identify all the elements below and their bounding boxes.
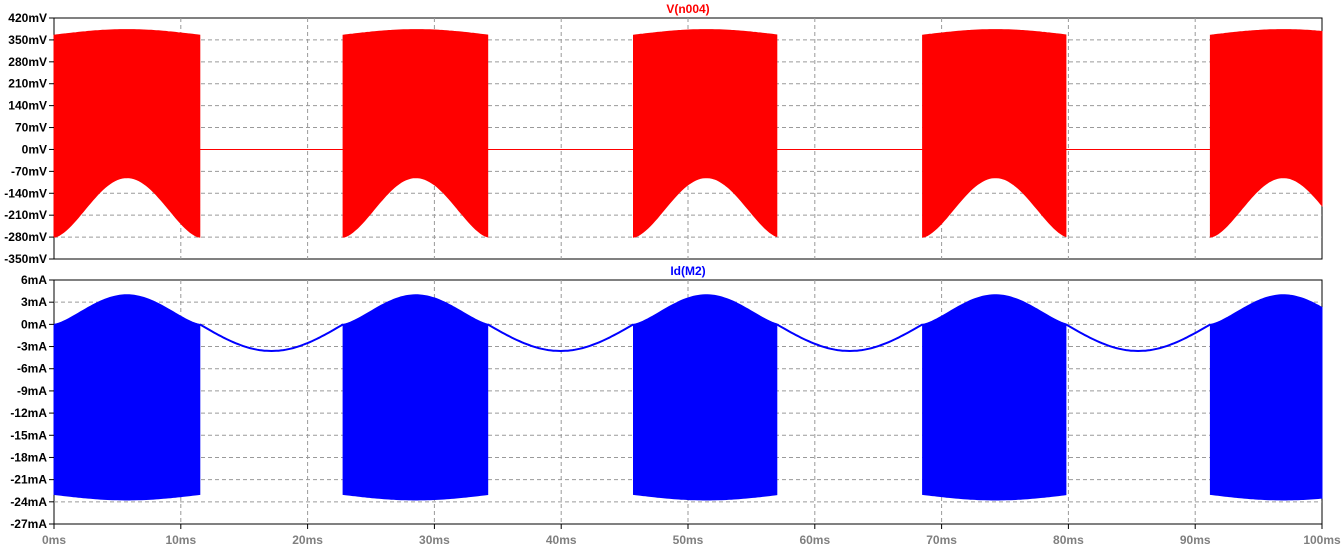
y-tick-label: -3mA	[17, 340, 47, 354]
y-tick-label: -21mA	[10, 473, 47, 487]
y-tick-label: 140mV	[8, 99, 47, 113]
voltage-trace	[53, 29, 1323, 238]
y-tick-label: 210mV	[8, 77, 47, 91]
y-tick-label: 0mV	[22, 142, 47, 156]
voltage-burst	[1209, 29, 1323, 238]
x-tick-label: 40ms	[546, 533, 577, 547]
y-tick-label: 350mV	[8, 33, 47, 47]
y-tick-label: 6mA	[21, 273, 47, 287]
y-tick-label: 420mV	[8, 11, 47, 25]
current-trace	[53, 294, 1323, 501]
x-tick-label: 0ms	[42, 533, 66, 547]
y-tick-label: -350mV	[4, 252, 47, 266]
current-off-segment	[199, 323, 344, 353]
x-tick-label: 100ms	[1303, 533, 1341, 547]
voltage-burst	[53, 29, 201, 238]
x-tick-label: 10ms	[165, 533, 196, 547]
current-pane: 6mA 3mA 0mA -3mA -6mA -9mA -12mA -15mA -18mA -21m…	[10, 264, 1323, 531]
voltage-pane: 420mV 350mV 280mV 210mV 140mV 70mV 0mV -70mV -14…	[4, 2, 1323, 266]
current-y-axis: 6mA 3mA 0mA -3mA -6mA -9mA -12mA -15mA -18mA -21m…	[10, 273, 54, 531]
y-tick-label: -27mA	[10, 517, 47, 531]
x-tick-label: 90ms	[1180, 533, 1211, 547]
x-tick-label: 60ms	[799, 533, 830, 547]
y-tick-label: -6mA	[17, 362, 47, 376]
y-tick-label: 280mV	[8, 55, 47, 69]
x-tick-label: 20ms	[292, 533, 323, 547]
current-off-segment	[776, 323, 924, 353]
y-tick-label: -9mA	[17, 384, 47, 398]
y-tick-label: 0mA	[21, 317, 47, 331]
voltage-burst	[922, 29, 1067, 238]
voltage-burst	[633, 29, 778, 238]
y-tick-label: -210mV	[4, 208, 47, 222]
current-pane-title: Id(M2)	[670, 264, 705, 278]
y-tick-label: -15mA	[10, 428, 47, 442]
current-burst	[1209, 294, 1323, 501]
x-tick-label: 50ms	[673, 533, 704, 547]
voltage-burst	[342, 29, 489, 238]
voltage-y-axis: 420mV 350mV 280mV 210mV 140mV 70mV 0mV -70mV -14…	[4, 11, 54, 266]
y-tick-label: -24mA	[10, 495, 47, 509]
x-tick-label: 80ms	[1053, 533, 1084, 547]
current-off-segment	[487, 323, 634, 353]
y-tick-label: -70mV	[11, 164, 47, 178]
x-tick-label: 70ms	[926, 533, 957, 547]
y-tick-label: -18mA	[10, 450, 47, 464]
current-off-segment	[1065, 323, 1211, 353]
x-tick-label: 30ms	[419, 533, 450, 547]
voltage-pane-title: V(n004)	[666, 2, 709, 16]
y-tick-label: -12mA	[10, 406, 47, 420]
current-burst	[633, 294, 778, 501]
y-tick-label: 70mV	[15, 121, 47, 135]
current-burst	[342, 294, 489, 501]
current-burst	[922, 294, 1067, 501]
y-tick-label: -140mV	[4, 186, 47, 200]
current-burst	[53, 294, 201, 501]
time-x-axis: 0ms 10ms 20ms 30ms 40ms 50ms 60ms 70ms 80ms 90ms 1…	[42, 524, 1341, 547]
y-tick-label: -280mV	[4, 230, 47, 244]
y-tick-label: 3mA	[21, 295, 47, 309]
